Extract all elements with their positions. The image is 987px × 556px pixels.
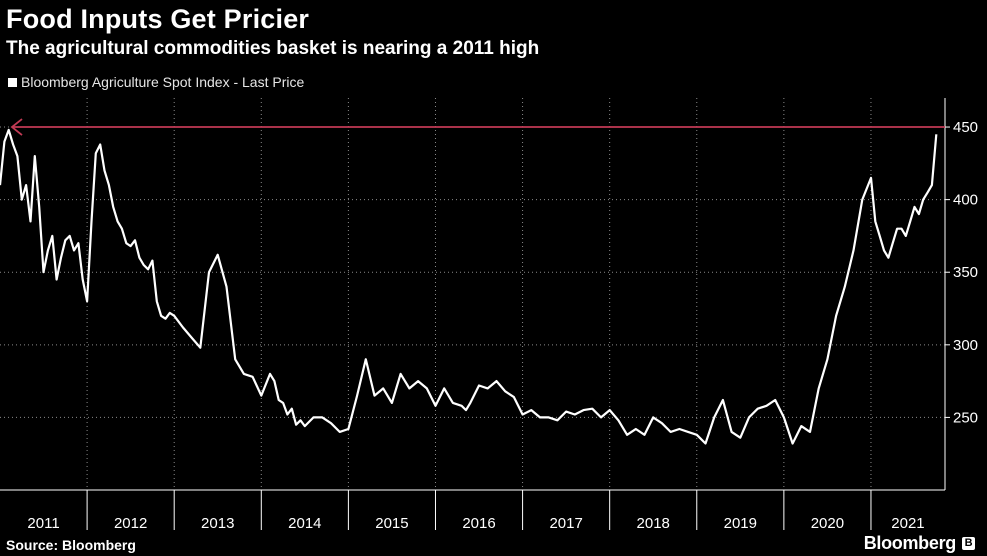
- y-tick-label: 400: [953, 192, 978, 209]
- series-group: [0, 128, 938, 445]
- x-tick-label: 2013: [201, 515, 234, 532]
- y-tick-label: 350: [953, 264, 978, 281]
- x-tick-label: 2012: [114, 515, 147, 532]
- legend: Bloomberg Agriculture Spot Index - Last …: [8, 74, 304, 90]
- y-tick-label: 450: [953, 119, 978, 136]
- chart-subtitle: The agricultural commodities basket is n…: [6, 38, 540, 59]
- brand-name: Bloomberg: [863, 533, 957, 553]
- x-tick-label: 2016: [462, 515, 495, 532]
- x-tick-label: 2018: [637, 515, 670, 532]
- x-tick-label: 2017: [549, 515, 582, 532]
- x-tick-label: 2015: [375, 515, 408, 532]
- x-tick-label: 2020: [811, 515, 844, 532]
- series-line-0: [0, 128, 938, 445]
- reference-arrow-icon: [10, 118, 23, 136]
- y-tick-label: 250: [953, 409, 978, 426]
- brand-logo: Bloomberg B: [864, 533, 975, 554]
- y-axis: 250 300 350 400 450: [944, 98, 978, 490]
- legend-label: Bloomberg Agriculture Spot Index - Last …: [21, 74, 305, 90]
- x-axis: 2011 2012 2013 2014 2015 2016 2017 2018 2019 2020…: [0, 489, 945, 532]
- brand-mark-icon: B: [962, 537, 975, 550]
- grid: [0, 98, 945, 490]
- source-note: Source: Bloomberg: [6, 537, 136, 553]
- reference-line-group: [10, 118, 945, 136]
- x-tick-label: 2014: [288, 515, 321, 532]
- y-tick-label: 300: [953, 337, 978, 354]
- x-tick-label: 2019: [724, 515, 757, 532]
- chart-title: Food Inputs Get Pricier: [6, 4, 310, 34]
- legend-swatch: [8, 77, 17, 87]
- x-tick-label: 2021: [891, 515, 924, 532]
- x-tick-label: 2011: [27, 515, 59, 532]
